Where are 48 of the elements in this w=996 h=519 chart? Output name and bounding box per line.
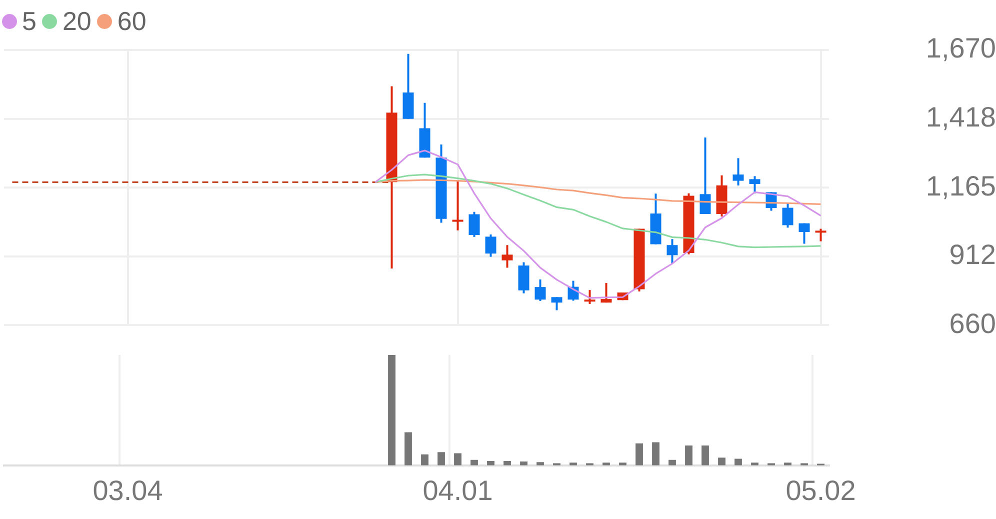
bar (685, 446, 692, 466)
bar (388, 355, 396, 466)
y-tick-label: 1,418 (926, 102, 996, 133)
bar (602, 462, 610, 466)
candlestick (502, 244, 513, 269)
x-tick-label: 03.04 (92, 474, 163, 506)
legend-label: 5 (22, 6, 36, 37)
legend-label: 60 (117, 6, 146, 37)
candlestick (815, 228, 826, 242)
bar (570, 462, 577, 466)
x-tick-label: 04.01 (422, 474, 493, 506)
candlestick (749, 175, 760, 194)
legend-label: 20 (62, 6, 92, 37)
y-tick-label: 1,670 (926, 32, 996, 64)
candlestick (700, 136, 711, 216)
candlestick (534, 278, 546, 302)
candlestick (666, 238, 678, 265)
bar (421, 454, 428, 466)
bar (438, 452, 445, 466)
bar (487, 460, 494, 466)
candlestick (584, 289, 596, 305)
candlestick (600, 282, 612, 304)
bar (652, 442, 660, 466)
y-tick-label: 660 (949, 308, 996, 339)
y-tick-label: 1,165 (926, 170, 996, 202)
y-tick-label: 912 (949, 239, 996, 270)
bar (751, 462, 758, 466)
candlestick (485, 233, 496, 258)
bar (504, 460, 511, 466)
bar (734, 458, 742, 466)
candlestick (732, 157, 744, 186)
candlestick (551, 296, 562, 312)
candlestick (452, 178, 464, 232)
x-tick-label: 05.02 (786, 474, 856, 506)
bar (454, 453, 462, 466)
bar (784, 462, 792, 466)
bar (636, 443, 643, 466)
candlestick (798, 222, 810, 245)
candlestick (782, 202, 794, 229)
bar (718, 458, 726, 466)
candlestick (468, 210, 480, 238)
bar (536, 462, 544, 466)
bar (520, 462, 528, 466)
bar (619, 462, 626, 466)
bar (702, 446, 709, 466)
bar (404, 432, 412, 466)
bar (668, 460, 676, 466)
bar (470, 460, 478, 466)
